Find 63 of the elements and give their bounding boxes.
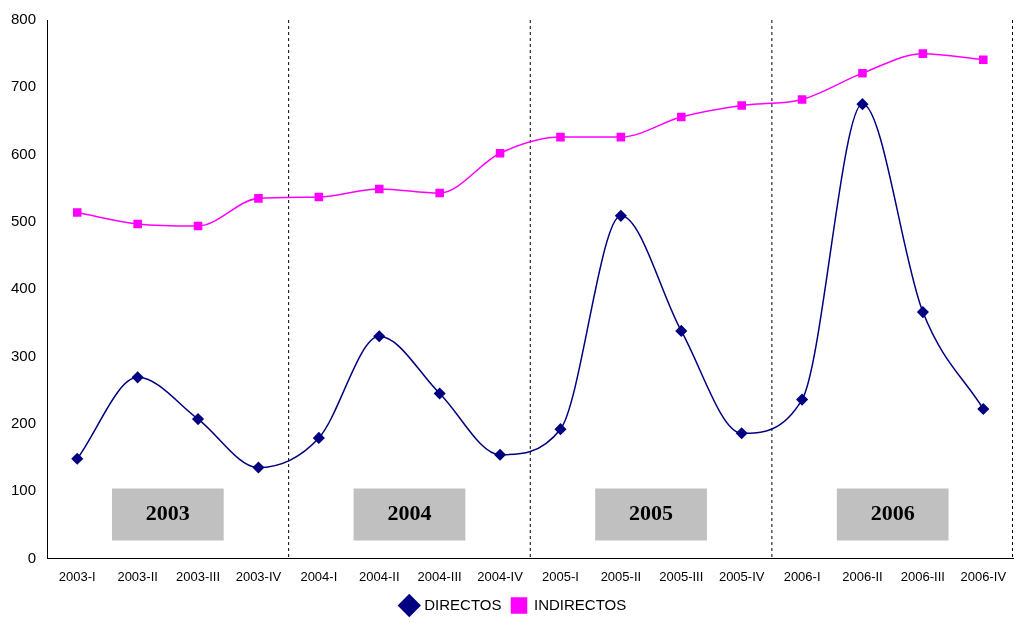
point — [979, 55, 988, 64]
point — [72, 208, 82, 217]
x-tick-label: 2006-I — [783, 568, 821, 584]
point — [977, 403, 990, 415]
y-tick-label: 500 — [11, 212, 37, 230]
point — [675, 325, 688, 337]
x-tick-label: 2003-IV — [235, 568, 282, 584]
x-tick-label: 2005-III — [659, 568, 704, 584]
x-tick-label: 2003-III — [175, 568, 221, 584]
x-tick-label: 2003-II — [117, 568, 158, 584]
point — [556, 132, 565, 142]
x-tick-label: 2005-IV — [718, 568, 765, 584]
y-tick-label: 200 — [11, 413, 37, 431]
x-tick-label: 2005-I — [542, 568, 579, 584]
y-tick-label: 700 — [11, 77, 37, 95]
point — [494, 449, 506, 461]
band-label: 2003 — [145, 500, 190, 526]
point — [254, 194, 263, 203]
y-tick-label: 0 — [27, 548, 37, 566]
x-tick-label: 2004-I — [300, 568, 338, 584]
point — [193, 221, 203, 231]
point — [615, 210, 627, 222]
point — [373, 330, 385, 343]
point — [554, 423, 567, 435]
legend-label: INDIRECTOS — [534, 595, 627, 613]
point — [735, 427, 748, 439]
point — [616, 132, 626, 142]
point — [856, 98, 869, 110]
point — [313, 432, 325, 444]
point — [495, 148, 505, 158]
band-label: 2004 — [387, 500, 432, 526]
x-tick-label: 2004-III — [417, 568, 462, 584]
point — [796, 393, 808, 406]
y-tick-label: 800 — [11, 10, 37, 28]
band-label: 2006 — [870, 500, 915, 526]
x-tick-label: 2003-I — [58, 568, 96, 584]
y-tick-label: 400 — [11, 279, 37, 297]
y-tick-label: 100 — [11, 481, 37, 499]
point — [131, 371, 144, 384]
band-label: 2005 — [629, 500, 674, 526]
point — [435, 188, 444, 198]
y-tick-label: 600 — [11, 144, 37, 162]
point — [314, 192, 324, 202]
y-tick-label: 300 — [11, 346, 37, 364]
x-tick-label: 2004-IV — [477, 568, 524, 584]
x-tick-label: 2005-II — [600, 568, 642, 584]
point — [676, 112, 686, 122]
x-tick-label: 2006-II — [842, 568, 883, 584]
point — [252, 461, 265, 474]
x-tick-label: 2006-IV — [960, 568, 1007, 584]
x-tick-label: 2006-III — [900, 568, 945, 584]
point — [133, 219, 142, 229]
point — [797, 95, 807, 104]
point — [918, 49, 928, 58]
point — [433, 387, 446, 400]
point — [858, 68, 867, 78]
legend-label: DIRECTOS — [424, 595, 502, 613]
point — [192, 413, 204, 425]
point — [917, 306, 929, 318]
point — [374, 184, 384, 194]
x-tick-label: 2004-II — [359, 568, 400, 584]
point — [71, 453, 83, 465]
point — [737, 101, 746, 110]
